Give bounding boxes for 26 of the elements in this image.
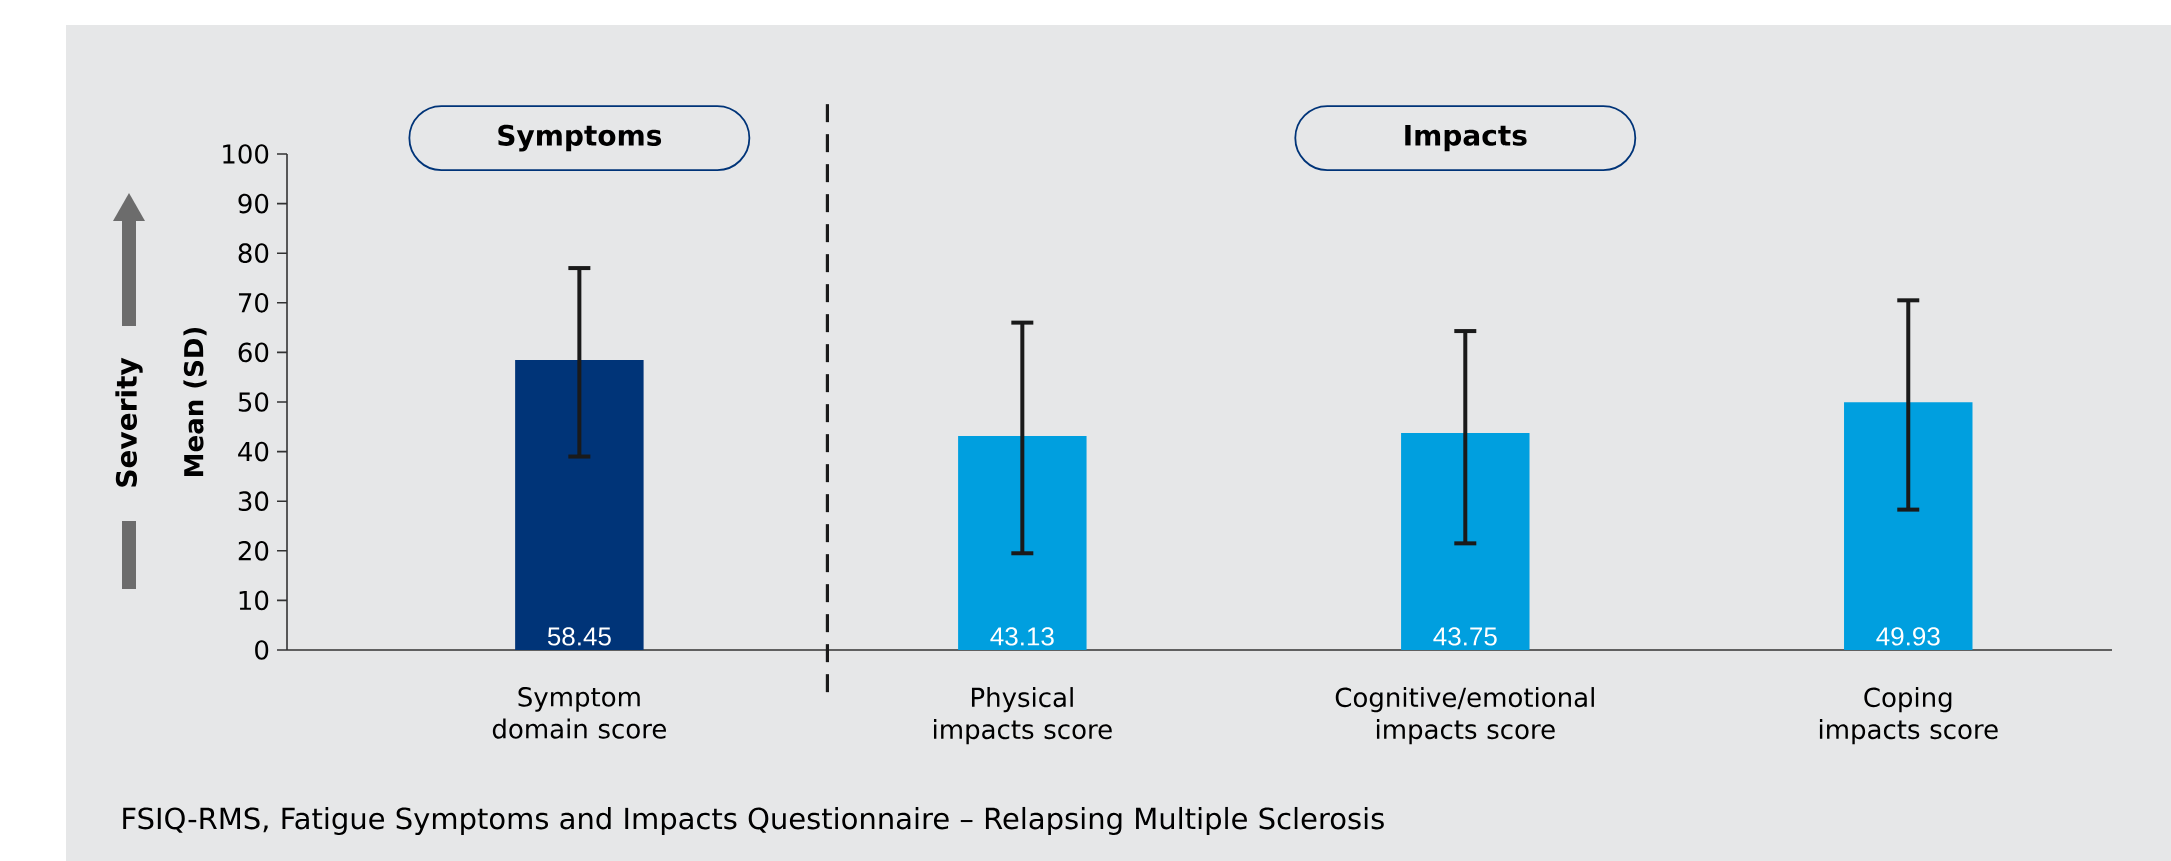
x-tick-label: Physical impacts score (934, 687, 1112, 745)
text: Symptoms (498, 124, 662, 152)
y-tick-label: 100 (223, 144, 269, 164)
y-tick-label: 30 (238, 491, 269, 512)
data-label: 49.93 (1876, 627, 1940, 646)
text: Impacts (1405, 124, 1527, 152)
text: FSIQ-RMS, Fatigue Symptoms and Impacts Questionnaire – Relapsing Multiple Sclerosis (123, 806, 1384, 836)
x-tick-label: Coping impacts score (1819, 687, 1998, 745)
data-label: 43.13 (990, 627, 1054, 646)
y-axis-title: Mean (SD) (183, 327, 207, 476)
x-tick-label: Cognitive/emotional impacts score (1335, 687, 1594, 745)
y-tick-label: 70 (238, 292, 269, 313)
y-tick-label: 20 (238, 540, 269, 561)
y-tick-label: 10 (239, 590, 269, 611)
bar (515, 360, 644, 650)
y-tick-label: 50 (238, 392, 269, 412)
data-label: 43.75 (1433, 627, 1497, 646)
y-tick-label: 60 (238, 342, 269, 363)
data-label: 58.45 (547, 627, 611, 646)
y-tick-label: 90 (238, 193, 269, 214)
y-tick-label: 40 (238, 441, 269, 462)
y-tick-label: 80 (238, 243, 269, 264)
y-tick-label: 0 (255, 640, 269, 660)
text: Severity (115, 357, 143, 487)
x-tick-label: Symptom domain score (492, 687, 666, 739)
bar (1844, 402, 1973, 650)
